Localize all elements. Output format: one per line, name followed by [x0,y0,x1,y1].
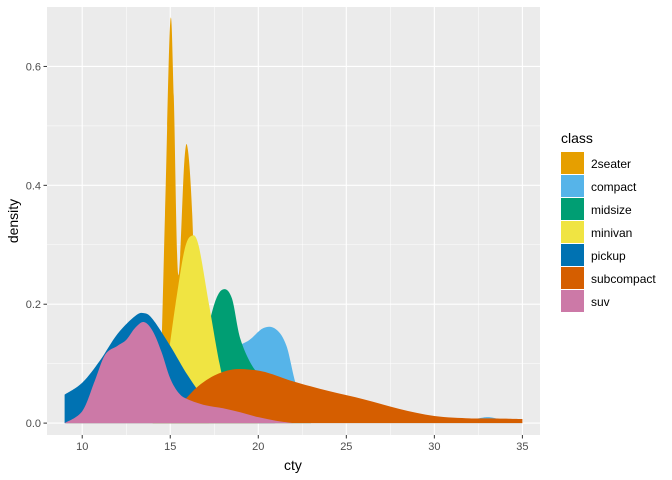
y-tick-label: 0.2 [26,299,41,311]
density-areas [64,17,523,424]
x-tick-label: 20 [252,441,264,453]
legend-label-suv: suv [591,295,610,309]
legend-key-suv [561,290,584,312]
legend: class 2seater compact midsize minivan pickup… [561,130,656,312]
y-tick-label: 0.0 [26,418,41,430]
legend-label-compact: compact [591,180,637,194]
x-axis-ticks: 10 15 20 25 30 35 [76,435,529,453]
y-axis-ticks: 0.0 0.2 0.4 0.6 [26,61,47,430]
legend-label-2seater: 2seater [591,157,631,171]
x-tick-label: 25 [340,441,352,453]
legend-key-midsize [561,198,584,220]
legend-key-subcompact [561,267,584,289]
legend-key-minivan [561,221,584,243]
legend-label-subcompact: subcompact [591,272,656,286]
y-tick-label: 0.4 [26,180,41,192]
legend-items: 2seater compact midsize minivan pickup subcom… [561,152,656,312]
x-tick-label: 15 [164,441,176,453]
x-tick-label: 35 [516,441,528,453]
legend-title: class [561,130,593,146]
legend-key-2seater [561,152,584,174]
x-tick-label: 10 [76,441,88,453]
x-axis-title: cty [284,457,302,473]
legend-label-midsize: midsize [591,203,632,217]
density-area-suv [64,322,294,424]
y-axis-title: density [5,199,21,243]
legend-key-pickup [561,244,584,266]
legend-key-compact [561,175,584,197]
legend-label-pickup: pickup [591,249,626,263]
y-tick-label: 0.6 [26,61,41,73]
x-tick-label: 30 [428,441,440,453]
legend-label-minivan: minivan [591,226,632,240]
